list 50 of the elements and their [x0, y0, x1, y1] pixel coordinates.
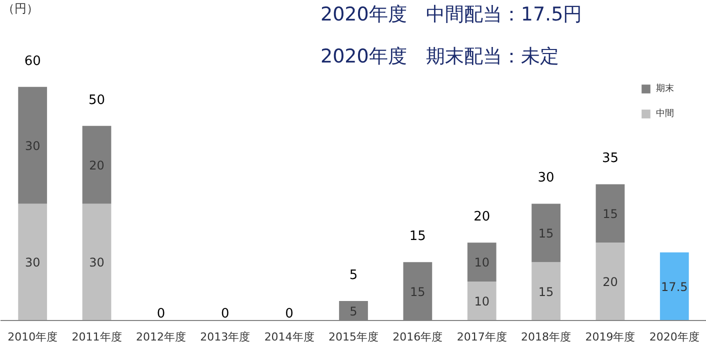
total-label: 20: [474, 210, 490, 225]
total-label: 5: [349, 268, 358, 284]
data-label: 10: [474, 294, 490, 309]
text: 2020年度 中間配当：17.5円: [320, 4, 582, 26]
data-label: 10: [474, 256, 490, 270]
x-tick-label: 2013年度: [200, 330, 250, 344]
bar: [18, 204, 48, 320]
legend-label: 中間: [656, 108, 675, 120]
data-label: 15: [538, 284, 554, 299]
total-label: 30: [538, 170, 554, 186]
total-label: 15: [409, 229, 426, 244]
x-tick-label: 2016年度: [392, 330, 443, 344]
bar: [532, 204, 560, 262]
x-tick-label: 2014年度: [264, 330, 314, 344]
data-label: 15: [538, 226, 554, 240]
total-label: 35: [602, 151, 619, 166]
x-tick-label: 2020年度: [649, 330, 700, 344]
data-label: 5: [350, 304, 358, 318]
total-label: 60: [24, 54, 41, 69]
x-tick-label: 2019年度: [585, 330, 636, 344]
legend-label: 期末: [656, 82, 675, 95]
bar: [18, 86, 48, 204]
bar: [82, 126, 112, 204]
data-label: 30: [24, 256, 40, 270]
bar: [596, 242, 625, 320]
bar: [596, 184, 625, 243]
data-label: 15: [410, 284, 426, 299]
data-label: 20: [89, 158, 104, 172]
data-label: 30: [89, 256, 104, 270]
data-label: 17.5: [661, 280, 688, 294]
bar: [660, 252, 689, 320]
bar: [532, 262, 560, 320]
total-label: 0: [285, 306, 294, 322]
total-label: 0: [221, 306, 230, 322]
x-tick-label: 2010年度: [8, 330, 58, 344]
data-label: 30: [24, 138, 40, 153]
text: 2020年度 期末配当：未定: [320, 46, 559, 68]
bar: [467, 242, 496, 282]
total-label: 50: [88, 92, 106, 108]
bar: [467, 282, 496, 320]
x-tick-label: 2018年度: [521, 330, 572, 344]
bar: [82, 204, 112, 320]
x-tick-label: 2011年度: [72, 330, 122, 344]
x-tick-label: 2017年度: [456, 330, 507, 344]
text: （円）: [2, 2, 38, 16]
data-label: 20: [602, 275, 618, 290]
x-tick-label: 2015年度: [328, 330, 379, 344]
total-label: 0: [156, 306, 166, 322]
x-tick-label: 2012年度: [136, 330, 186, 344]
data-label: 15: [602, 206, 618, 221]
